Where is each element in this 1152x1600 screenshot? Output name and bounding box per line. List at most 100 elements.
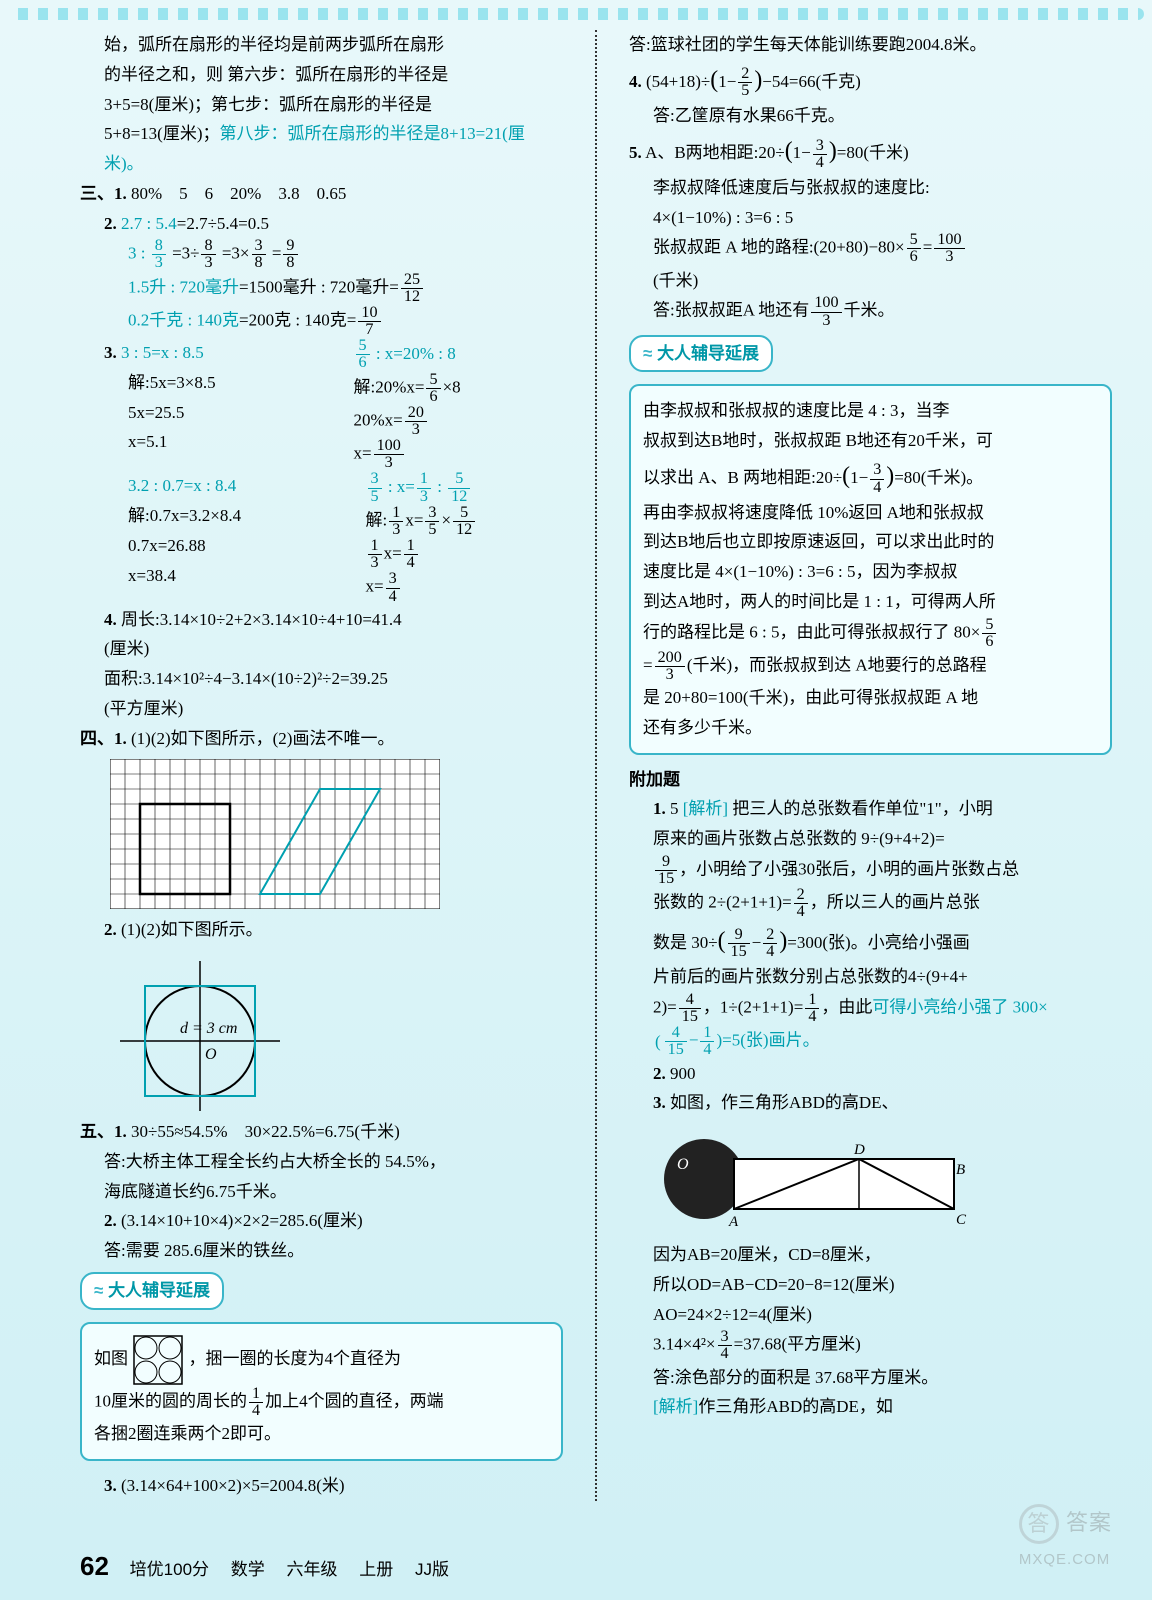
footer-subject: 数学 <box>231 1560 265 1579</box>
p3-s3: x=38.4 <box>128 561 326 591</box>
s5q3-label: 3. <box>104 1476 117 1495</box>
exq1c: 原来的画片张数占总张数的 9÷(9+4+2)= <box>653 824 1112 854</box>
page-columns: 始，弧所在扇形的半径均是前两步弧所在扇形 的半径之和，则 第六步：弧所在扇形的半… <box>80 30 1112 1501</box>
rq5c: 李叔叔降低速度后与张叔叔的速度比: <box>629 173 1112 203</box>
rq5a: A、B两地相距:20÷ <box>645 143 785 162</box>
p1-s3: x=5.1 <box>104 427 314 457</box>
s5q1c: 海底隧道长约6.75千米。 <box>80 1177 563 1207</box>
ex-q2: 2. 900 <box>629 1059 1112 1089</box>
frac-20-3: 203 <box>405 405 427 438</box>
q4-l2b: (平方厘米) <box>104 694 563 724</box>
rc-l2: 叔叔到达B地时，张叔叔距 B地还有20千米，可 <box>643 426 1098 456</box>
p1-s1: 解:5x=3×8.5 <box>104 368 314 398</box>
exq2: 900 <box>670 1064 696 1083</box>
intro-l2: 的半径之和，则 第六步：弧所在扇形的半径是 <box>104 60 563 90</box>
s4q2-label: 2. <box>104 920 117 939</box>
section-four: 四、1. (1)(2)如下图所示，(2)画法不唯一。 <box>80 724 563 754</box>
q3-row1: 3. 3 : 5=x : 8.5 解:5x=3×8.5 5x=25.5 x=5.… <box>80 338 563 471</box>
q2c: 1.5升 : 720毫升=1500毫升 : 720毫升=2512 <box>80 272 563 305</box>
r-q5: 5. A、B两地相距:20÷(1−34)=80(千米) 李叔叔降低速度后与张叔叔… <box>629 131 1112 329</box>
footer-term: 上册 <box>359 1560 393 1579</box>
frac-5-6t: 56 <box>356 338 370 371</box>
rc-l7: 到达A地时，两人的时间比是 1 : 1，可得两人所 <box>643 587 1098 617</box>
intro-l1: 始，弧所在扇形的半径均是前两步弧所在扇形 <box>104 30 563 60</box>
s4q1: (1)(2)如下图所示，(2)画法不唯一。 <box>131 729 394 748</box>
left-column: 始，弧所在扇形的半径均是前两步弧所在扇形 的半径之和，则 第六步：弧所在扇形的半… <box>80 30 563 1501</box>
rq4a: (54+18)÷ <box>646 72 710 91</box>
ex-q3: 3. 如图，作三角形ABD的高DE、 <box>629 1088 1112 1118</box>
footer-edition: JJ版 <box>415 1560 449 1579</box>
s4q2: 2. (1)(2)如下图所示。 <box>80 915 563 945</box>
page-number: 62 <box>80 1551 109 1581</box>
frac-3-8: 38 <box>252 238 266 271</box>
q2c-l: 1.5升 : 720毫升 <box>128 277 239 296</box>
q2b-r3: = <box>272 244 282 263</box>
circle-O-label: O <box>205 1046 217 1063</box>
svg-text:D: D <box>853 1142 865 1158</box>
exq1-teal2: (415−14)=5(张)画片。 <box>653 1025 1112 1058</box>
q2b-r2: =3× <box>222 244 250 263</box>
watermark-icon: 答 <box>1019 1504 1059 1544</box>
exq1g: 片前后的画片张数分别占总张数的4÷(9+4+ <box>653 962 1112 992</box>
svg-text:B: B <box>956 1162 965 1178</box>
q1-label: 1. <box>114 184 127 203</box>
q2c-r: =1500毫升 : 720毫升= <box>239 277 399 296</box>
q2b-lhs: 3 : <box>128 244 150 263</box>
q3-label: 3. <box>104 343 117 362</box>
p2-t: 56 : x=20% : 8 <box>354 344 456 363</box>
q2d-l: 0.2千克 : 140克 <box>128 310 239 329</box>
p2-s3: x=1003 <box>354 438 564 471</box>
intro-l4: 5+8=13(厘米)；第八步：弧所在扇形的半径是8+13=21(厘米)。 <box>104 119 563 179</box>
p2-t-post: : x=20% : 8 <box>372 344 456 363</box>
extra-label: 附加题 <box>629 765 1112 795</box>
s5q2a: (3.14×10+10×4)×2×2=285.6(厘米) <box>121 1211 363 1230</box>
rc-l5: 到达B地后也立即按原速返回，可以求出此时的 <box>643 527 1098 557</box>
rq5e: 张叔叔距 A 地的路程:(20+80)−80×56=1003 <box>629 232 1112 265</box>
p4-s3: x=34 <box>366 571 564 604</box>
q4-l2: 面积:3.14×10²÷4−3.14×(10÷2)²÷2=39.25 <box>104 664 563 694</box>
exq1a: 5 <box>670 799 679 818</box>
rq5d: 4×(1−10%) : 3=6 : 5 <box>629 203 1112 233</box>
q4-label: 4. <box>104 610 117 629</box>
q1: 80% 5 6 20% 3.8 0.65 <box>131 184 346 203</box>
frac-9-8: 98 <box>283 238 297 271</box>
section-three: 三、1. 80% 5 6 20% 3.8 0.65 <box>80 179 563 209</box>
s5q1-label: 1. <box>114 1122 127 1141</box>
frac-100-3: 1003 <box>374 438 404 471</box>
exq1d: 915，小明给了小强30张后，小明的画片张数占总 <box>653 854 1112 887</box>
svg-text:O: O <box>677 1156 689 1173</box>
q4-l1b: (厘米) <box>104 634 563 664</box>
intro-l4a: 5+8=13(厘米)； <box>104 124 220 143</box>
exq3e: 3.14×4²×34=37.68(平方厘米) <box>629 1329 1112 1362</box>
exq1h: 2)=415，1÷(2+1+1)=14，由此可得小亮给小强了 300× <box>653 992 1112 1025</box>
exq3-label: 3. <box>653 1093 666 1112</box>
rq4c: 答:乙筐原有水果66千克。 <box>629 101 1112 131</box>
rc-l6: 速度比是 4×(1−10%) : 3=6 : 5，因为李叔叔 <box>643 557 1098 587</box>
s4q2-text: (1)(2)如下图所示。 <box>121 920 263 939</box>
rc-l8: 行的路程比是 6 : 5，由此可得张叔叔行了 80×56 <box>643 617 1098 650</box>
s5q3-text: (3.14×64+100×2)×5=2004.8(米) <box>121 1476 345 1495</box>
s5q2-label: 2. <box>104 1211 117 1230</box>
frac-25-12: 2512 <box>401 272 423 305</box>
watermark-label: 答案 <box>1066 1510 1112 1535</box>
rc-l1: 由李叔叔和张叔叔的速度比是 4 : 3，当李 <box>643 396 1098 426</box>
exq3f: 答:涂色部分的面积是 37.68平方厘米。 <box>629 1363 1112 1393</box>
frac-8-3b: 83 <box>201 238 215 271</box>
rc-l9: =2003(千米)，而张叔叔到达 A地要行的总路程 <box>643 650 1098 683</box>
callout-row1: 如图 ，捆一圈的长度为4个直径为 <box>94 1334 549 1386</box>
svg-text:A: A <box>728 1214 739 1230</box>
callout-row3: 各捆2圈连乘两个2即可。 <box>94 1419 549 1449</box>
rq5b: =80(千米) <box>837 143 909 162</box>
circle-diagram: d = 3 cm O <box>110 951 290 1111</box>
exq2-label: 2. <box>653 1064 666 1083</box>
section-five: 五、1. 30÷55≈54.5% 30×22.5%=6.75(千米) 答:大桥主… <box>80 1117 563 1206</box>
exq1f: 数是 30÷(915−24)=300(张)。小亮给小强画 <box>653 921 1112 963</box>
q4: 4. 周长:3.14×10÷2+2×3.14×10÷4+10=41.4 (厘米)… <box>80 605 563 724</box>
p1-s2: 5x=25.5 <box>104 398 314 428</box>
frac-8-3: 83 <box>152 238 166 271</box>
watermark-site: MXQE.COM <box>1019 1551 1110 1568</box>
rc-l3: 以求出 A、B 两地相距:20÷(1−34)=80(千米)。 <box>643 456 1098 498</box>
q2d-r: =200克 : 140克= <box>239 310 356 329</box>
ex-q1: 1. 5 [解析] 把三人的总张数看作单位"1"，小明 原来的画片张数占总张数的… <box>629 794 1112 1058</box>
decorative-border <box>8 8 1144 20</box>
